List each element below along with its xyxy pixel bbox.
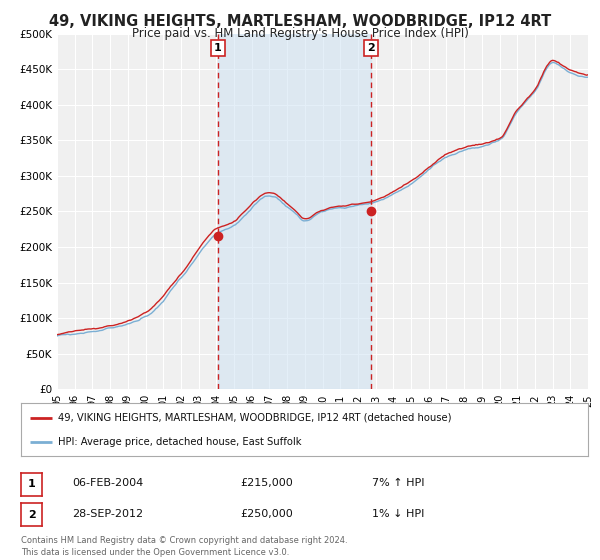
Text: 2: 2 bbox=[28, 510, 35, 520]
Bar bbox=[218, 34, 371, 389]
Text: 1: 1 bbox=[214, 43, 222, 53]
Text: 1% ↓ HPI: 1% ↓ HPI bbox=[372, 508, 424, 519]
Text: 49, VIKING HEIGHTS, MARTLESHAM, WOODBRIDGE, IP12 4RT: 49, VIKING HEIGHTS, MARTLESHAM, WOODBRID… bbox=[49, 14, 551, 29]
Text: This data is licensed under the Open Government Licence v3.0.: This data is licensed under the Open Gov… bbox=[21, 548, 289, 557]
Text: £215,000: £215,000 bbox=[240, 478, 293, 488]
Text: 1: 1 bbox=[28, 479, 35, 489]
Text: Contains HM Land Registry data © Crown copyright and database right 2024.: Contains HM Land Registry data © Crown c… bbox=[21, 536, 347, 545]
Text: 7% ↑ HPI: 7% ↑ HPI bbox=[372, 478, 425, 488]
Text: 28-SEP-2012: 28-SEP-2012 bbox=[72, 508, 143, 519]
Text: 49, VIKING HEIGHTS, MARTLESHAM, WOODBRIDGE, IP12 4RT (detached house): 49, VIKING HEIGHTS, MARTLESHAM, WOODBRID… bbox=[58, 413, 451, 423]
Text: HPI: Average price, detached house, East Suffolk: HPI: Average price, detached house, East… bbox=[58, 437, 301, 447]
Text: 06-FEB-2004: 06-FEB-2004 bbox=[72, 478, 143, 488]
Text: Price paid vs. HM Land Registry's House Price Index (HPI): Price paid vs. HM Land Registry's House … bbox=[131, 27, 469, 40]
Text: 2: 2 bbox=[367, 43, 375, 53]
Text: £250,000: £250,000 bbox=[240, 508, 293, 519]
